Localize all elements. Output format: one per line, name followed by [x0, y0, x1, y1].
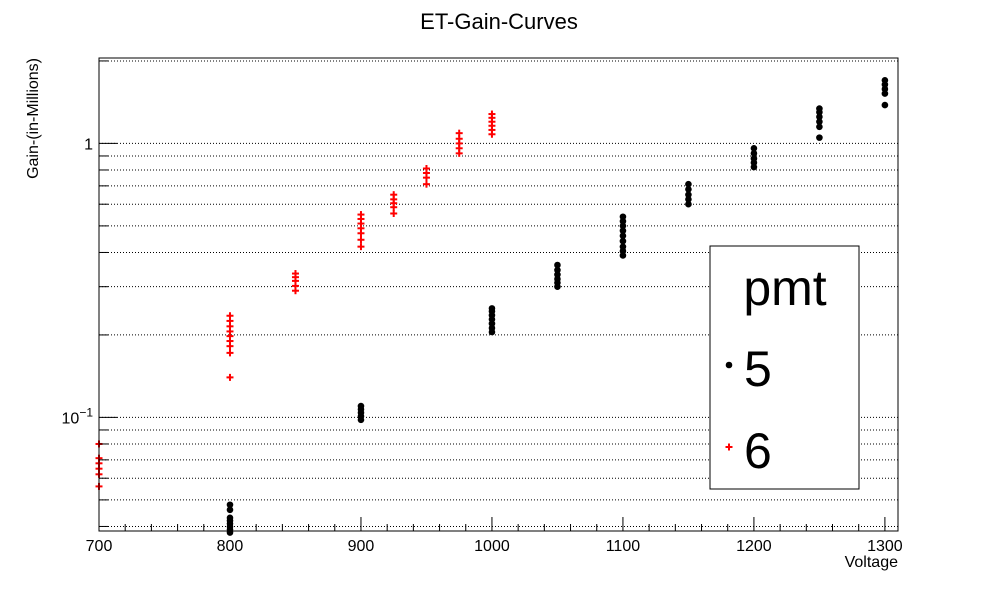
data-point	[685, 196, 692, 203]
y-axis-title: Gain-(in-Millions)	[25, 58, 42, 179]
y-tick-label: 1	[84, 136, 93, 153]
data-point	[554, 261, 561, 269]
data-point	[554, 266, 561, 274]
data-point	[422, 180, 430, 188]
x-tick-label: 1100	[606, 538, 641, 555]
data-point	[488, 305, 496, 312]
data-point	[816, 113, 823, 121]
x-axis: 700 800 900 1000 1100 1200 1300	[86, 517, 903, 555]
data-point	[619, 222, 627, 230]
legend-title: pmt	[743, 260, 826, 316]
x-tick-label: 700	[86, 538, 113, 555]
x-tick-label: 900	[348, 538, 375, 555]
data-point	[390, 209, 398, 217]
data-point	[750, 150, 758, 157]
data-point	[455, 129, 463, 137]
data-point	[685, 180, 692, 188]
data-point	[816, 123, 823, 131]
legend-box	[709, 245, 860, 490]
data-point	[685, 186, 692, 193]
data-point	[619, 213, 627, 221]
data-point	[881, 101, 889, 109]
legend-entries: 56	[725, 341, 772, 479]
data-point	[226, 349, 234, 357]
legend-label: 6	[744, 423, 772, 479]
data-point	[619, 243, 627, 250]
x-tick-label: 1000	[474, 538, 510, 555]
x-tick-label: 800	[217, 538, 244, 555]
data-point	[422, 164, 430, 172]
data-point	[750, 155, 758, 162]
data-point	[685, 200, 692, 208]
y-axis: 10−1 1	[62, 60, 117, 527]
data-point	[619, 237, 627, 245]
y-gridlines	[99, 60, 898, 527]
data-point	[488, 110, 496, 118]
data-point	[226, 373, 234, 381]
data-point	[881, 76, 889, 84]
data-point	[619, 232, 627, 240]
data-point	[357, 236, 365, 244]
data-point	[357, 211, 365, 219]
data-point	[226, 506, 234, 514]
data-point	[357, 402, 365, 410]
plot-frame	[98, 57, 899, 532]
legend: pmt 56	[709, 245, 860, 490]
data-point	[226, 501, 234, 509]
series-6	[95, 110, 496, 490]
legend-label: 5	[744, 341, 772, 397]
data-point	[619, 227, 627, 235]
data-point	[816, 105, 823, 112]
data-point	[390, 191, 398, 199]
y-tick-label: 10−1	[62, 405, 94, 427]
data-point	[554, 271, 561, 278]
x-tick-label: 1200	[736, 538, 772, 555]
chart-title: ET-Gain-Curves	[420, 9, 578, 34]
data-point	[881, 90, 889, 97]
x-axis-title: Voltage	[845, 554, 898, 571]
data-point	[725, 361, 733, 369]
x-tick-label: 1300	[867, 538, 903, 555]
data-point	[291, 270, 299, 278]
data-point	[357, 243, 365, 251]
data-point	[725, 443, 733, 451]
data-point	[226, 312, 234, 320]
data-point	[750, 144, 758, 152]
data-point	[685, 191, 692, 198]
data-point	[816, 134, 823, 141]
data-point	[816, 118, 823, 126]
